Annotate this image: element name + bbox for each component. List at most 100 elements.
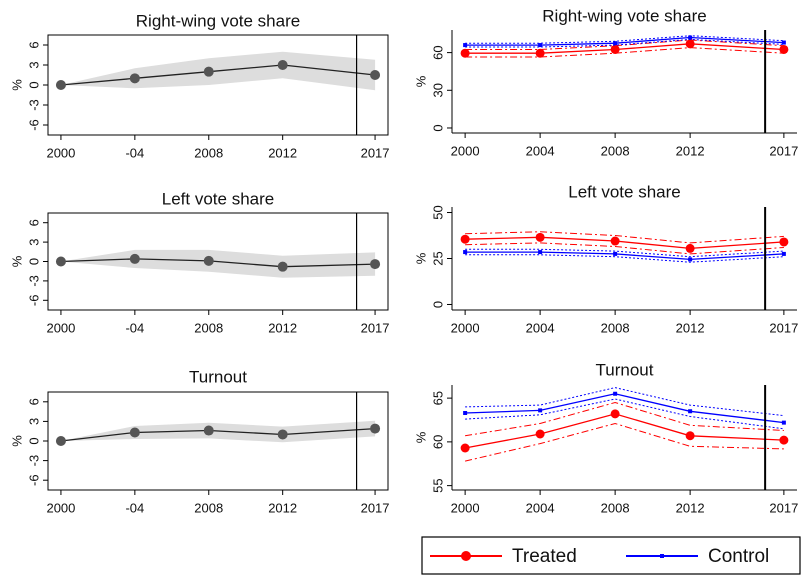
series-line	[465, 236, 784, 250]
marker	[688, 257, 693, 262]
y-axis-label: %	[413, 252, 428, 264]
x-tick-label: 2000	[451, 143, 480, 158]
y-tick-label: -3	[26, 455, 41, 467]
panel-title: Right-wing vote share	[136, 11, 300, 30]
marker	[685, 431, 695, 441]
panel-title: Left vote share	[162, 189, 274, 208]
y-tick-label: 60	[430, 435, 445, 449]
x-tick-label: 2017	[361, 320, 390, 335]
y-tick-label: 55	[430, 478, 445, 492]
y-axis-label: %	[9, 435, 24, 447]
marker	[129, 253, 140, 264]
y-tick-label: 0	[430, 124, 445, 131]
ci-line	[464, 422, 784, 462]
marker	[203, 66, 214, 77]
marker	[129, 73, 140, 84]
series-line	[465, 393, 784, 424]
ci-line	[465, 401, 784, 437]
marker	[610, 409, 620, 419]
marker	[463, 411, 468, 415]
marker	[779, 435, 789, 445]
marker	[203, 425, 214, 436]
legend-marker	[461, 551, 471, 561]
marker	[55, 436, 66, 446]
ci-line	[465, 231, 784, 244]
y-tick-label: 3	[26, 418, 41, 425]
marker	[610, 44, 620, 54]
y-axis-label: %	[9, 79, 24, 91]
x-tick-label: 2000	[46, 320, 75, 335]
x-tick-label: -04	[125, 320, 144, 335]
series-line	[465, 36, 784, 46]
x-tick-label: 2000	[451, 320, 480, 335]
x-tick-label: 2000	[451, 500, 480, 515]
panel-title: Left vote share	[568, 182, 680, 201]
x-tick-label: 2017	[361, 145, 390, 160]
x-tick-label: -04	[125, 500, 144, 515]
x-tick-label: 2008	[601, 320, 630, 335]
marker	[610, 236, 620, 246]
ci-line	[465, 248, 784, 258]
y-tick-label: 65	[430, 391, 445, 405]
marker	[613, 391, 618, 396]
x-tick-label: 2017	[769, 500, 798, 515]
y-tick-label: 3	[26, 61, 41, 68]
panel-title: Right-wing vote share	[542, 6, 706, 25]
ci-band	[60, 249, 376, 278]
plot-frame	[47, 391, 389, 491]
ci-line	[465, 387, 784, 417]
marker	[685, 243, 695, 253]
y-tick-label: 25	[430, 251, 445, 265]
y-tick-label: 0	[26, 437, 41, 444]
x-tick-label: 2012	[676, 143, 705, 158]
y-tick-label: -6	[26, 474, 41, 486]
marker	[277, 429, 288, 440]
marker	[779, 44, 789, 54]
legend-label: Treated	[512, 546, 577, 567]
ci-line	[465, 38, 784, 48]
y-tick-label: 3	[26, 238, 41, 245]
marker	[535, 232, 545, 242]
marker	[463, 250, 468, 255]
marker	[538, 408, 543, 413]
marker	[460, 234, 470, 244]
marker	[370, 70, 381, 80]
x-tick-label: 2000	[46, 145, 75, 160]
y-tick-label: -3	[26, 99, 41, 111]
series-line	[464, 413, 784, 449]
marker	[538, 43, 543, 48]
y-tick-label: -3	[26, 275, 41, 287]
x-tick-label: 2004	[526, 143, 555, 158]
y-tick-label: 60	[430, 45, 445, 59]
x-tick-label: 2012	[268, 500, 297, 515]
y-tick-label: -6	[26, 295, 41, 307]
marker	[781, 420, 786, 425]
y-tick-label: 0	[26, 81, 41, 88]
y-tick-label: 0	[430, 301, 445, 308]
marker	[129, 427, 140, 438]
x-tick-label: 2008	[194, 145, 223, 160]
ci-line	[465, 254, 784, 263]
x-tick-label: 2004	[526, 500, 555, 515]
marker	[538, 250, 543, 255]
x-tick-label: 2008	[601, 500, 630, 515]
x-tick-label: 2012	[268, 320, 297, 335]
marker	[277, 60, 288, 70]
y-tick-label: 30	[430, 83, 445, 97]
x-tick-label: 2004	[526, 320, 555, 335]
x-tick-label: 2012	[676, 500, 705, 515]
x-tick-label: 2017	[361, 500, 390, 515]
x-tick-label: 2012	[676, 320, 705, 335]
marker	[203, 255, 214, 266]
y-tick-label: 6	[26, 219, 41, 226]
marker	[460, 48, 470, 58]
marker	[463, 43, 468, 48]
ci-line	[465, 35, 784, 44]
ci-line	[465, 398, 784, 430]
marker	[685, 39, 695, 49]
y-tick-label: 6	[26, 41, 41, 48]
legend-label: Control	[708, 546, 769, 567]
panel-title: Turnout	[189, 367, 247, 386]
ci-line	[465, 242, 784, 255]
panel-title: Turnout	[596, 360, 654, 379]
